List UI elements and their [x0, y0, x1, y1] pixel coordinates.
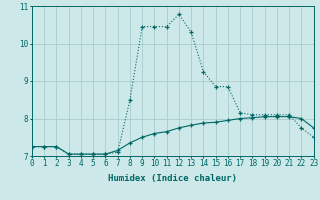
X-axis label: Humidex (Indice chaleur): Humidex (Indice chaleur) — [108, 174, 237, 183]
